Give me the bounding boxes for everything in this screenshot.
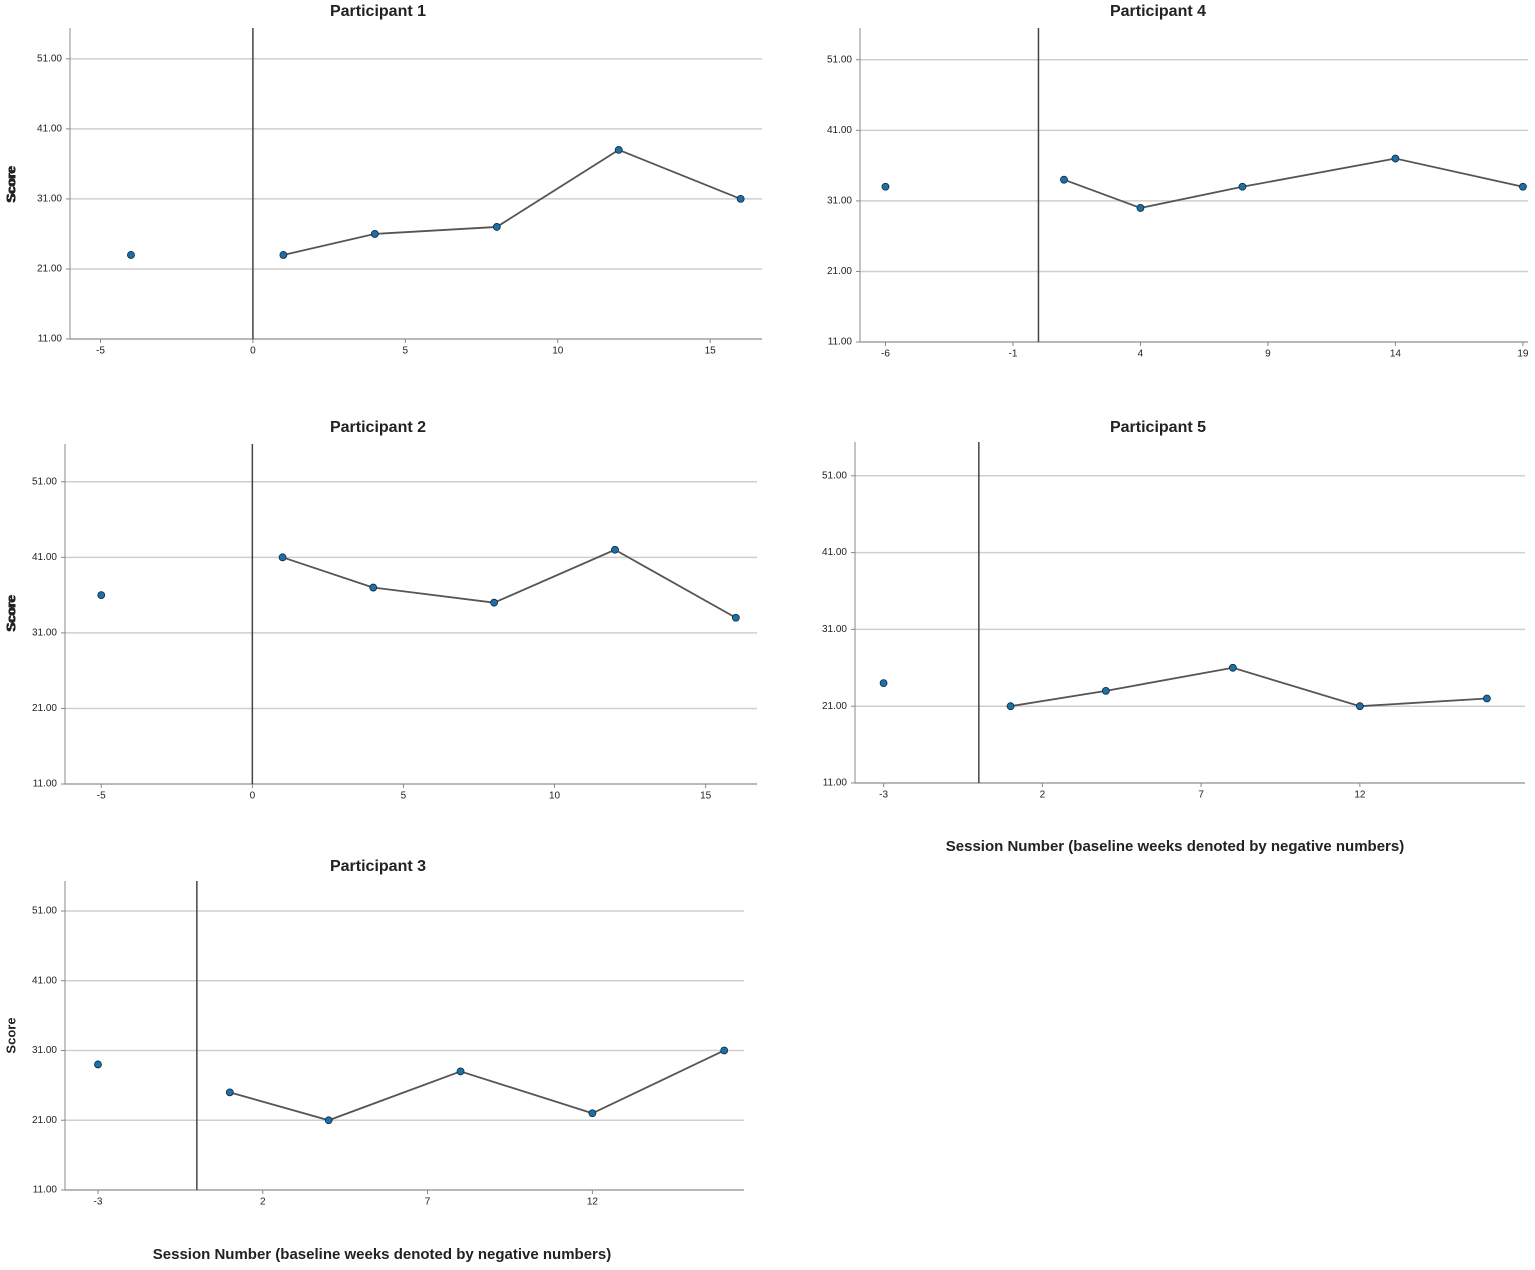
x-tick-label: 12 <box>1354 790 1366 801</box>
x-tick-label: 2 <box>260 1197 266 1208</box>
y-tick-label: 11.00 <box>823 778 848 789</box>
y-tick-label: 21.00 <box>822 701 847 712</box>
data-point <box>492 223 501 231</box>
chart-title: Participant 3 <box>330 858 426 875</box>
x-axis-label: Session Number (baseline weeks denoted b… <box>946 838 1404 855</box>
data-point <box>881 182 890 191</box>
data-point <box>1391 154 1400 163</box>
x-tick-label: -1 <box>1009 349 1018 360</box>
y-tick-label: 51.00 <box>32 476 57 487</box>
data-point <box>1101 686 1110 695</box>
data-point <box>588 1109 597 1118</box>
data-point <box>1228 663 1237 672</box>
y-axis-label: Score <box>3 165 18 201</box>
data-point <box>456 1067 465 1076</box>
y-axis-label: Score <box>3 594 18 630</box>
data-point <box>736 195 745 203</box>
series-line <box>282 548 737 619</box>
data-point <box>1238 182 1247 191</box>
data-point <box>720 1046 729 1055</box>
data-point <box>279 251 288 259</box>
y-tick-label: 41.00 <box>32 552 57 563</box>
x-tick-label: -6 <box>881 349 890 360</box>
data-point <box>324 1116 333 1125</box>
x-tick-label: 10 <box>549 791 561 802</box>
x-tick-label: -5 <box>97 791 106 802</box>
y-tick-label: 11.00 <box>33 779 58 790</box>
y-tick-label: 31.00 <box>32 628 57 639</box>
data-point <box>1006 702 1015 711</box>
x-tick-label: 5 <box>403 346 409 357</box>
x-tick-label: -5 <box>96 346 105 357</box>
y-axis-label: Score <box>3 596 18 632</box>
series-line <box>229 1049 725 1122</box>
y-tick-label: 11.00 <box>33 1185 58 1196</box>
data-point <box>611 545 619 554</box>
y-tick-label: 31.00 <box>827 196 852 207</box>
data-point <box>369 583 378 592</box>
data-point <box>278 553 287 562</box>
data-point <box>97 591 106 600</box>
y-tick-label: 41.00 <box>37 124 62 135</box>
data-point <box>1355 702 1364 711</box>
chart-title: Participant 1 <box>330 3 426 20</box>
data-point <box>1482 694 1491 703</box>
data-point <box>127 251 135 259</box>
y-tick-label: 21.00 <box>32 1115 57 1126</box>
series-line <box>283 148 741 256</box>
x-tick-label: 12 <box>587 1197 599 1208</box>
series-line <box>1010 666 1487 708</box>
x-tick-label: 7 <box>1198 790 1204 801</box>
y-tick-label: 41.00 <box>827 125 852 136</box>
data-point <box>1060 175 1068 184</box>
data-point <box>879 679 888 688</box>
x-tick-label: 15 <box>700 791 712 802</box>
x-tick-label: 7 <box>425 1197 431 1208</box>
data-point <box>370 230 379 238</box>
data-point <box>1136 204 1145 212</box>
y-axis-label: Score <box>3 167 18 203</box>
data-point <box>731 613 740 622</box>
data-point <box>490 598 499 607</box>
x-tick-label: 15 <box>705 346 717 357</box>
x-tick-label: 10 <box>552 346 564 357</box>
x-tick-label: -3 <box>94 1197 103 1208</box>
y-tick-label: 41.00 <box>32 975 57 986</box>
x-axis-label: Session Number (baseline weeks denoted b… <box>153 1246 611 1263</box>
x-tick-label: 2 <box>1040 790 1046 801</box>
data-point <box>94 1060 102 1069</box>
x-tick-label: 19 <box>1517 349 1529 360</box>
y-tick-label: 21.00 <box>37 264 62 275</box>
y-tick-label: 51.00 <box>822 470 847 481</box>
y-tick-label: 51.00 <box>32 906 57 917</box>
x-tick-label: -3 <box>879 790 888 801</box>
data-point <box>225 1088 234 1097</box>
chart-title: Participant 4 <box>1110 3 1206 20</box>
x-tick-label: 9 <box>1265 349 1271 360</box>
y-tick-label: 31.00 <box>32 1045 57 1056</box>
x-tick-label: 0 <box>250 791 256 802</box>
y-tick-label: 11.00 <box>828 337 853 348</box>
y-axis-label: Score <box>3 1017 18 1053</box>
x-tick-label: 14 <box>1390 349 1402 360</box>
data-point <box>614 145 623 154</box>
x-tick-label: 0 <box>250 346 256 357</box>
x-tick-label: 4 <box>1138 349 1144 360</box>
y-tick-label: 51.00 <box>827 54 852 65</box>
y-tick-label: 21.00 <box>32 703 57 714</box>
chart-title: Participant 5 <box>1110 419 1206 436</box>
y-tick-label: 51.00 <box>37 53 62 64</box>
y-tick-label: 31.00 <box>37 194 62 205</box>
data-point <box>1519 182 1527 191</box>
y-tick-label: 41.00 <box>822 547 847 558</box>
y-tick-label: 21.00 <box>827 266 852 277</box>
y-tick-label: 11.00 <box>38 334 63 345</box>
x-tick-label: 5 <box>401 791 407 802</box>
y-tick-label: 31.00 <box>822 624 847 635</box>
chart-title: Participant 2 <box>330 419 426 436</box>
